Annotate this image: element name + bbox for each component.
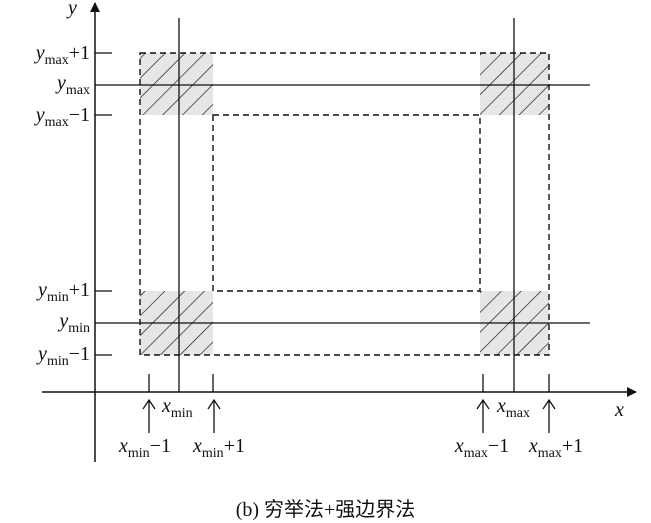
x-label-xmax: xmax: [496, 395, 530, 421]
outer-dashed-rect: [139, 52, 550, 356]
inner-dashed-rect: [212, 114, 481, 292]
y-label-ymax-minus-1: ymax−1: [34, 104, 90, 130]
x-label-xmin: xmin: [161, 395, 193, 421]
x-pointer-arrows: [142, 398, 556, 433]
y-label-ymax-plus-1: ymax+1: [34, 42, 90, 68]
x-ticks: [148, 374, 550, 392]
x-label-xmin-plus-1: xmin+1: [192, 435, 245, 461]
x-label-xmin-minus-1: xmin−1: [118, 435, 171, 461]
x-axis-name: x: [614, 399, 624, 421]
x-label-xmax-minus-1: xmax−1: [454, 435, 509, 461]
y-label-ymax: ymax: [55, 72, 90, 98]
y-label-ymin-plus-1: ymin+1: [36, 279, 90, 305]
y-ticks: [95, 52, 112, 356]
y-label-ymin-minus-1: ymin−1: [36, 343, 90, 369]
y-label-ymin: ymin: [57, 310, 90, 336]
y-axis-name: y: [66, 0, 77, 19]
hatched-corner-top-left: [140, 53, 213, 115]
x-label-xmax-plus-1: xmax+1: [528, 435, 583, 461]
figure-caption: (b) 穷举法+强边界法: [235, 499, 416, 521]
